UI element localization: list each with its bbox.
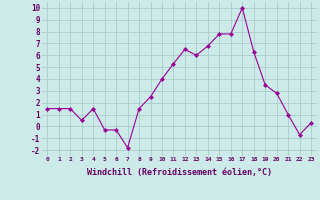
X-axis label: Windchill (Refroidissement éolien,°C): Windchill (Refroidissement éolien,°C) bbox=[87, 168, 272, 177]
